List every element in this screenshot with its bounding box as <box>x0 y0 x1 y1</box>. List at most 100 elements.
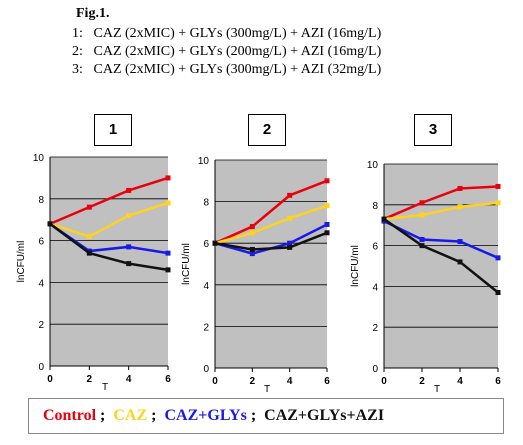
data-point <box>249 230 255 236</box>
y-tick-label: 6 <box>38 237 44 248</box>
x-tick-label: 6 <box>165 374 171 385</box>
data-point <box>495 255 501 261</box>
condition-line-2: 2: CAZ (2xMIC) + GLYs (200mg/L) + AZI (1… <box>72 44 381 60</box>
x-tick-label: 2 <box>419 376 425 387</box>
data-point <box>457 185 463 191</box>
data-point <box>126 187 132 193</box>
legend-item: CAZ+GLYs+AZI <box>264 407 385 424</box>
data-point <box>287 215 293 221</box>
data-point <box>165 200 171 206</box>
plot-area <box>50 157 168 366</box>
y-tick-label: 0 <box>372 364 378 375</box>
panel-label-1: 1 <box>94 114 132 146</box>
data-point <box>324 178 330 184</box>
y-axis-label: lnCFU/ml <box>16 241 27 283</box>
data-point <box>249 224 255 230</box>
data-point <box>249 251 255 257</box>
y-tick-label: 10 <box>33 153 45 164</box>
data-point <box>457 239 463 245</box>
series-line <box>383 219 499 259</box>
x-tick-label: 6 <box>495 376 501 387</box>
data-point <box>495 200 501 206</box>
y-tick-label: 4 <box>372 282 378 293</box>
data-point <box>324 230 330 236</box>
x-tick-label: 4 <box>287 376 293 387</box>
condition-text: CAZ (2xMIC) + GLYs (300mg/L) + AZI (16mg… <box>93 26 382 41</box>
condition-line-1: 1: CAZ (2xMIC) + GLYs (300mg/L) + AZI (1… <box>72 26 381 42</box>
data-point <box>126 213 132 219</box>
data-point <box>457 204 463 210</box>
data-point <box>47 221 53 227</box>
x-tick-label: 0 <box>212 376 218 387</box>
x-axis-label: T <box>264 384 270 395</box>
data-point <box>86 204 92 210</box>
x-axis-label: T <box>434 384 440 395</box>
series-line <box>49 176 169 226</box>
data-point <box>126 244 132 250</box>
condition-number: 2: <box>72 44 83 59</box>
data-point <box>86 250 92 256</box>
series-line <box>49 222 169 272</box>
data-point <box>457 259 463 265</box>
plot-area <box>215 160 327 368</box>
plot-area <box>384 164 498 368</box>
y-tick-label: 8 <box>38 195 44 206</box>
data-point <box>495 290 501 296</box>
figure-title: Fig.1. <box>76 6 110 21</box>
y-tick-label: 2 <box>38 320 44 331</box>
data-point <box>495 183 501 189</box>
data-point <box>287 192 293 198</box>
series-line <box>383 185 499 221</box>
data-point <box>419 212 425 218</box>
panel-label-2: 2 <box>248 114 286 146</box>
series-line <box>383 201 499 221</box>
condition-text: CAZ (2xMIC) + GLYs (200mg/L) + AZI (16mg… <box>93 44 382 59</box>
y-tick-label: 0 <box>203 364 209 375</box>
data-point <box>324 221 330 227</box>
legend: Control ; CAZ ; CAZ+GLYs ; CAZ+GLYs+AZI <box>28 398 504 434</box>
y-axis-label: lnCFU/ml <box>350 245 361 287</box>
data-point <box>419 243 425 249</box>
condition-number: 3: <box>72 62 83 77</box>
y-tick-label: 2 <box>372 323 378 334</box>
legend-separator: ; <box>147 407 165 424</box>
data-point <box>419 236 425 242</box>
y-tick-label: 10 <box>367 160 379 171</box>
y-tick-label: 8 <box>203 198 209 209</box>
x-tick-label: 4 <box>126 374 132 385</box>
data-point <box>212 240 218 246</box>
condition-line-3: 3: CAZ (2xMIC) + GLYs (300mg/L) + AZI (3… <box>72 62 381 78</box>
series-line <box>214 231 328 251</box>
data-point <box>324 203 330 209</box>
y-tick-label: 6 <box>372 242 378 253</box>
legend-separator: ; <box>246 407 265 424</box>
series-line <box>214 179 328 245</box>
x-tick-label: 6 <box>324 376 330 387</box>
y-tick-label: 0 <box>38 362 44 373</box>
data-point <box>287 240 293 246</box>
data-point <box>287 244 293 250</box>
data-point <box>126 261 132 267</box>
panel-label-3: 3 <box>414 114 452 146</box>
legend-item: CAZ <box>113 407 148 424</box>
series-line <box>49 201 169 238</box>
y-tick-label: 10 <box>198 156 210 167</box>
x-tick-label: 0 <box>47 374 53 385</box>
legend-items: Control ; CAZ ; CAZ+GLYs ; CAZ+GLYs+AZI <box>29 399 384 433</box>
legend-item: CAZ+GLYs <box>164 407 247 424</box>
data-point <box>419 200 425 206</box>
x-tick-label: 4 <box>457 376 463 387</box>
y-tick-label: 2 <box>203 322 209 333</box>
x-tick-label: 2 <box>250 376 256 387</box>
x-axis-label: T <box>102 382 108 393</box>
y-tick-label: 4 <box>203 281 209 292</box>
y-tick-label: 4 <box>38 278 44 289</box>
y-tick-label: 6 <box>203 239 209 250</box>
data-point <box>86 233 92 239</box>
legend-separator: ; <box>96 407 114 424</box>
x-tick-label: 2 <box>87 374 93 385</box>
data-point <box>165 250 171 256</box>
